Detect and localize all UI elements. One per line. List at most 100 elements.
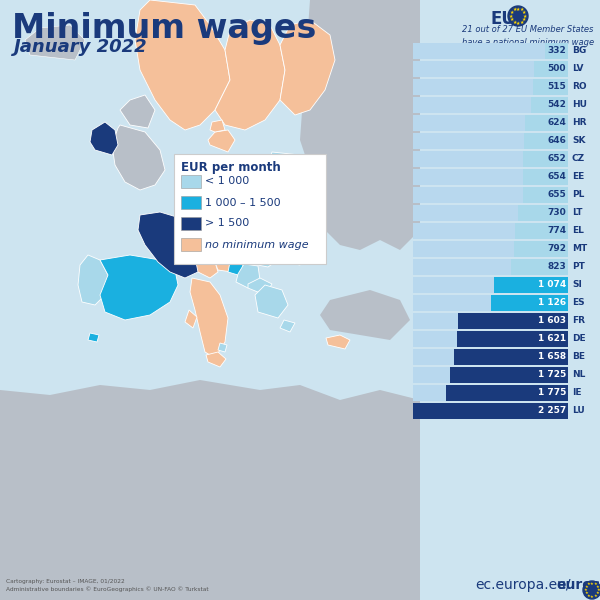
Bar — [531, 97, 568, 113]
Text: NL: NL — [572, 370, 586, 379]
Text: 646: 646 — [547, 136, 566, 145]
Text: ★: ★ — [593, 593, 597, 598]
Bar — [515, 223, 568, 239]
Text: LT: LT — [572, 208, 583, 217]
Text: ★: ★ — [510, 17, 514, 22]
Bar — [413, 133, 568, 149]
Text: ★: ★ — [512, 20, 517, 25]
Polygon shape — [218, 343, 227, 352]
Bar — [413, 241, 568, 257]
Bar — [413, 61, 568, 77]
Polygon shape — [88, 333, 99, 342]
Polygon shape — [208, 130, 235, 152]
Text: ★: ★ — [587, 583, 590, 586]
Text: ★: ★ — [522, 17, 526, 22]
Polygon shape — [198, 218, 248, 270]
Text: ES: ES — [572, 298, 584, 307]
Text: HR: HR — [572, 118, 587, 127]
Text: ★: ★ — [596, 591, 599, 595]
Text: SK: SK — [572, 136, 586, 145]
Polygon shape — [192, 288, 205, 305]
Text: HU: HU — [572, 100, 587, 109]
Polygon shape — [206, 352, 226, 367]
Polygon shape — [135, 0, 230, 130]
Text: ★: ★ — [516, 20, 520, 25]
Polygon shape — [185, 310, 197, 328]
Text: ★: ★ — [584, 591, 588, 595]
Text: 1 074: 1 074 — [538, 280, 566, 289]
Text: 823: 823 — [547, 262, 566, 271]
Text: > 1 500: > 1 500 — [205, 218, 249, 229]
Text: CZ: CZ — [572, 154, 585, 163]
Bar — [413, 403, 568, 419]
Text: ★: ★ — [516, 7, 520, 11]
Bar — [533, 79, 568, 95]
Bar — [518, 205, 568, 221]
Text: DE: DE — [572, 334, 586, 343]
Bar — [413, 151, 568, 167]
Text: 655: 655 — [547, 190, 566, 199]
Bar — [413, 385, 568, 401]
Text: January 2022: January 2022 — [14, 38, 148, 56]
Bar — [413, 223, 568, 239]
Polygon shape — [228, 262, 244, 275]
Circle shape — [583, 581, 600, 599]
Text: 652: 652 — [547, 154, 566, 163]
Text: IE: IE — [572, 388, 581, 397]
Text: Cartography: Eurostat – IMAGE, 01/2022
Administrative boundaries © EuroGeographi: Cartography: Eurostat – IMAGE, 01/2022 A… — [6, 579, 209, 592]
Bar — [413, 349, 568, 365]
Text: PL: PL — [572, 190, 584, 199]
Text: 500: 500 — [548, 64, 566, 73]
Text: ec.europa.eu/: ec.europa.eu/ — [475, 578, 571, 592]
Polygon shape — [268, 210, 315, 238]
Polygon shape — [196, 218, 203, 227]
Text: BE: BE — [572, 352, 585, 361]
Polygon shape — [236, 264, 260, 288]
Text: 1 126: 1 126 — [538, 298, 566, 307]
Text: ★: ★ — [509, 13, 513, 19]
Polygon shape — [90, 122, 118, 155]
Bar — [181, 196, 201, 209]
Bar — [413, 277, 568, 293]
Text: ★: ★ — [596, 585, 599, 589]
Text: EU: EU — [490, 10, 515, 28]
Text: ★: ★ — [584, 588, 587, 592]
Polygon shape — [138, 212, 210, 278]
Polygon shape — [210, 120, 225, 132]
Bar — [413, 97, 568, 113]
Text: 1 603: 1 603 — [538, 316, 566, 325]
Polygon shape — [268, 174, 295, 190]
Bar — [524, 133, 568, 149]
Polygon shape — [112, 125, 165, 190]
Bar — [413, 169, 568, 185]
Text: ★: ★ — [584, 585, 588, 589]
Bar — [413, 205, 568, 221]
Polygon shape — [120, 95, 155, 128]
Text: 542: 542 — [547, 100, 566, 109]
Polygon shape — [178, 208, 202, 225]
Polygon shape — [25, 25, 85, 60]
Polygon shape — [280, 20, 335, 115]
Bar — [181, 175, 201, 188]
Text: Minimum wages: Minimum wages — [12, 12, 316, 45]
Text: < 1 000: < 1 000 — [205, 176, 249, 187]
Text: 1 000 – 1 500: 1 000 – 1 500 — [205, 197, 281, 208]
Bar — [181, 238, 201, 251]
Text: 654: 654 — [547, 172, 566, 181]
Bar — [491, 295, 568, 311]
Polygon shape — [218, 232, 248, 247]
Bar — [413, 115, 568, 131]
Polygon shape — [100, 255, 178, 320]
Polygon shape — [268, 152, 300, 167]
Text: 2 257: 2 257 — [538, 406, 566, 415]
Text: LU: LU — [572, 406, 585, 415]
Text: EUR per month: EUR per month — [181, 161, 281, 174]
Polygon shape — [320, 290, 410, 340]
Bar — [545, 43, 568, 59]
Bar — [533, 61, 568, 77]
Text: ★: ★ — [520, 7, 524, 13]
Circle shape — [508, 6, 528, 26]
Polygon shape — [215, 212, 280, 242]
Bar — [413, 259, 568, 275]
Bar — [413, 331, 568, 347]
